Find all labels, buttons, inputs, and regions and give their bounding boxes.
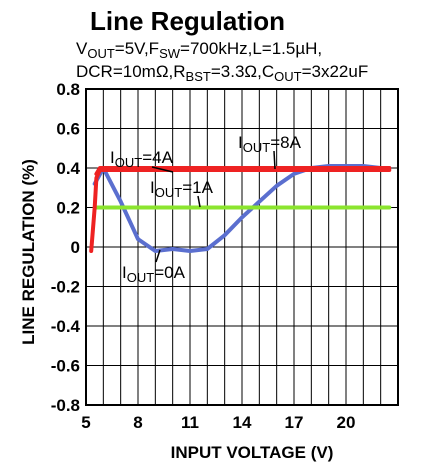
annotation-label: IOUT=8A bbox=[238, 133, 302, 155]
chart-subtitle-line1: VOUT=5V,FSW=700kHz,L=1.5µH, bbox=[76, 39, 322, 61]
annotations: IOUT=4A IOUT=8A IOUT=1A IOUT=0A bbox=[110, 133, 302, 285]
annotation-leader bbox=[273, 150, 276, 170]
series-line-iout-8a bbox=[94, 166, 392, 176]
x-axis-label: INPUT VOLTAGE (V) bbox=[171, 443, 334, 462]
chart-subtitle-line2: DCR=10mΩ,RBST=3.3Ω,COUT=3x22uF bbox=[76, 62, 368, 84]
annotation-leader bbox=[155, 249, 161, 263]
y-tick-label: 0.2 bbox=[56, 199, 80, 218]
x-tick-label: 20 bbox=[337, 413, 356, 432]
chart-title: Line Regulation bbox=[90, 6, 285, 36]
x-tick-label: 8 bbox=[133, 413, 142, 432]
series-lines bbox=[89, 164, 392, 253]
tick-labels: 5 8 11 14 17 20 0.8 0.6 0.4 0.2 0 -0.2 -0.4 -0.6 -0.8 bbox=[51, 80, 356, 432]
y-tick-label: -0.4 bbox=[51, 317, 81, 336]
y-axis-label: LINE REGULATION (%) bbox=[19, 159, 38, 345]
annotation-leaders bbox=[151, 150, 276, 263]
x-tick-label: 5 bbox=[81, 413, 90, 432]
annotation-leader bbox=[151, 166, 174, 173]
y-tick-label: -0.8 bbox=[51, 396, 80, 415]
x-tick-label: 14 bbox=[233, 413, 252, 432]
y-tick-label: -0.6 bbox=[51, 357, 80, 376]
annotation-label: IOUT=4A bbox=[110, 148, 174, 170]
x-tick-label: 11 bbox=[181, 413, 199, 432]
y-tick-label: 0 bbox=[71, 238, 80, 257]
y-tick-label: 0.4 bbox=[56, 159, 80, 178]
y-tick-label: -0.2 bbox=[51, 278, 80, 297]
annotation-label: IOUT=0A bbox=[122, 263, 186, 285]
y-tick-label: 0.8 bbox=[56, 80, 80, 99]
annotation-leader bbox=[197, 195, 201, 208]
plot-frame bbox=[85, 88, 399, 406]
annotation-label: IOUT=1A bbox=[150, 178, 214, 200]
y-tick-label: 0.6 bbox=[56, 120, 80, 139]
x-tick-label: 17 bbox=[285, 413, 304, 432]
